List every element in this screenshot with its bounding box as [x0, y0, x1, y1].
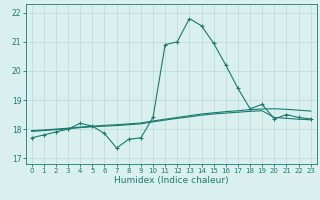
- X-axis label: Humidex (Indice chaleur): Humidex (Indice chaleur): [114, 176, 228, 185]
